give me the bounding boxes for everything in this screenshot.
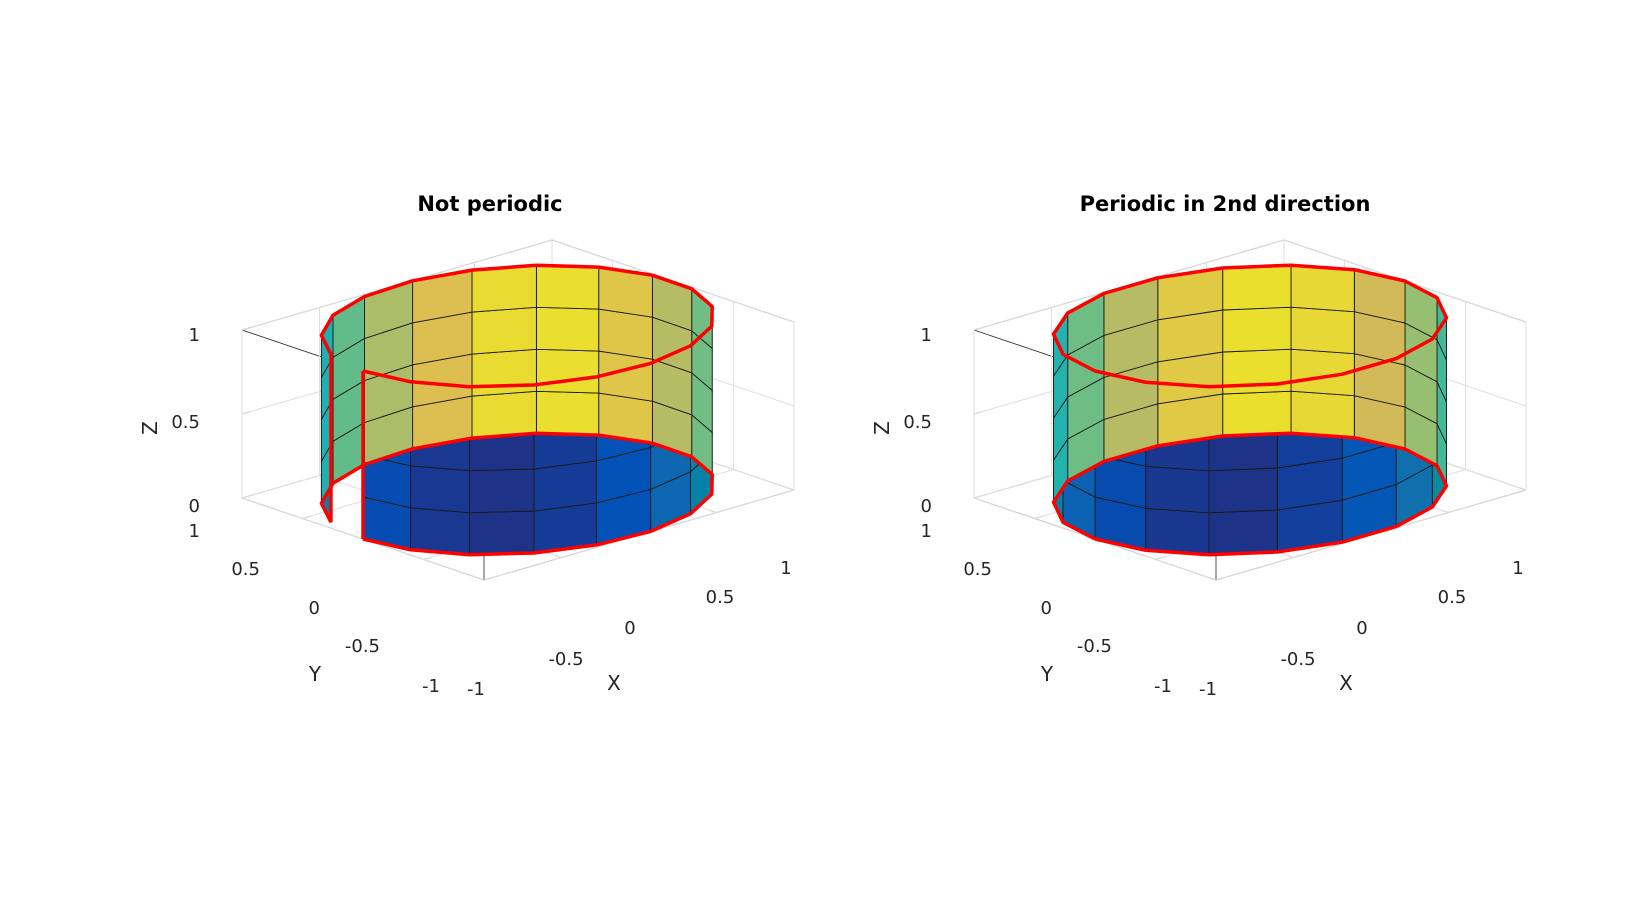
y-tick-label: -1 [422,676,440,697]
surface-face [1222,306,1292,353]
x-tick-label: -1 [467,679,485,700]
surface-face [535,264,600,310]
y-axis-label: Y [308,662,322,686]
cylinder-surface [1053,264,1447,556]
surface-face [1290,306,1355,355]
y-axis-label: Y [1040,662,1054,686]
y-tick-label: 0.5 [963,559,992,580]
surface-face [1222,390,1292,437]
z-tick-label: 0.5 [171,412,200,433]
surface-face [1145,507,1210,556]
y-axis-ticks: 1 0.5 0 -0.5 -1 [189,521,440,697]
boundary-top [1051,263,1449,389]
x-tick-label: 0 [1356,618,1367,639]
surface-face [410,507,471,556]
x-tick-label: -0.5 [1280,649,1315,670]
cylinder-surface [320,264,713,556]
surface-face [535,306,600,352]
z-tick-label: 1 [189,325,200,346]
surface-face [469,468,535,514]
z-axis-ticks: 0 0.5 1 [171,325,200,517]
subplot-not-periodic: Not periodic 0 0.5 1 1 0.5 0 -0.5 -1 -1 … [138,192,795,700]
surface-face [1208,509,1278,556]
z-tick-label: 1 [921,325,932,346]
x-tick-label: 0 [624,618,635,639]
boundary-top [319,263,714,389]
surface-face [1290,390,1355,439]
y-axis-ticks: 1 0.5 0 -0.5 -1 [921,521,1172,697]
z-axis-label: Z [870,421,894,435]
x-tick-label: -0.5 [548,649,583,670]
y-tick-label: 0 [1041,598,1052,619]
surface-face [1222,264,1292,311]
y-tick-label: 1 [189,521,200,542]
surface-face [469,510,535,556]
x-tick-label: -1 [1199,679,1217,700]
y-tick-label: -1 [1154,676,1172,697]
surface-face [598,350,653,402]
boundary-bottom [1051,431,1449,557]
surface-face [1290,264,1355,313]
x-axis-ticks: -1 -0.5 0 0.5 1 [1199,558,1524,700]
x-tick-label: 1 [780,558,791,579]
x-axis-ticks: -1 -0.5 0 0.5 1 [467,558,792,700]
surface-face [471,264,537,313]
chart-title: Periodic in 2nd direction [1080,192,1371,216]
chart-title: Not periodic [417,192,562,216]
surface-face [533,460,597,512]
subplot-periodic: Periodic in 2nd direction 0 0.5 1 1 0.5 … [870,192,1527,700]
y-tick-label: -0.5 [345,636,380,657]
z-axis-label: Z [138,421,162,435]
surface-face [1145,465,1210,514]
x-tick-label: 0.5 [706,587,735,608]
boundary-curves [319,263,714,557]
y-tick-label: -0.5 [1077,636,1112,657]
x-tick-label: 0.5 [1438,587,1467,608]
surface-face [471,390,537,439]
surface-face [598,308,653,360]
x-tick-label: 1 [1512,558,1523,579]
boundary-curves [1051,263,1449,557]
surface-face [535,390,600,436]
x-axis-label: X [607,671,621,695]
y-tick-label: 0.5 [231,559,260,580]
z-tick-label: 0 [189,496,200,517]
y-tick-label: 0 [309,598,320,619]
y-tick-label: 1 [921,521,932,542]
surface-face [535,348,600,394]
z-axis-ticks: 0 0.5 1 [903,325,932,517]
surface-face [410,465,471,514]
surface-face [471,306,537,355]
z-tick-label: 0.5 [903,412,932,433]
x-axis-label: X [1339,671,1353,695]
z-tick-label: 0 [921,496,932,517]
surface-face [471,348,537,397]
surface-face [1208,467,1278,514]
